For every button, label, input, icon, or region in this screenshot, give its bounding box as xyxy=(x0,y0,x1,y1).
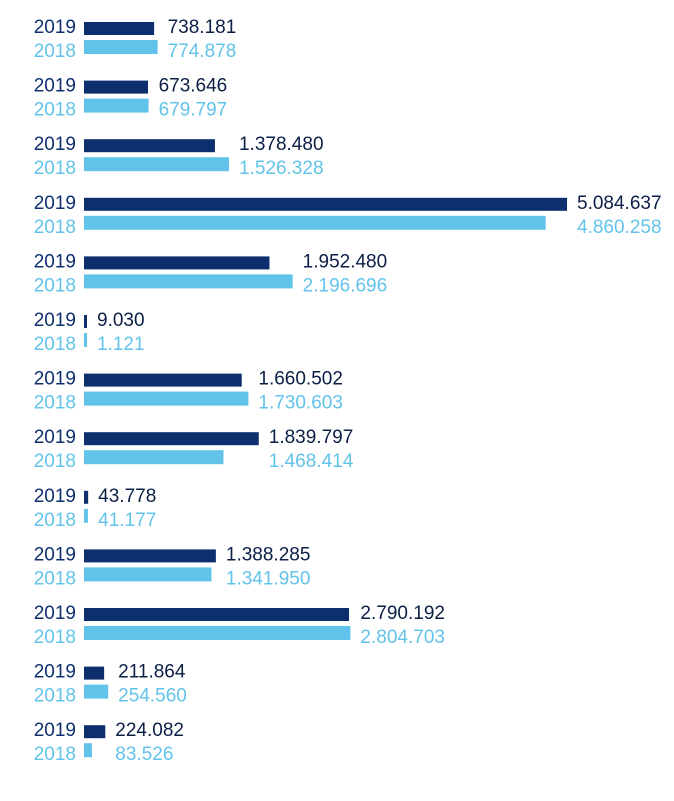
series-label: 2018 xyxy=(34,744,76,765)
value-label: 2.790.192 xyxy=(360,603,445,624)
value-label: 2.804.703 xyxy=(360,627,445,648)
value-label: 1.839.797 xyxy=(269,427,354,448)
value-label: 2.196.696 xyxy=(303,275,388,296)
bar xyxy=(84,684,109,699)
value-label: 254.560 xyxy=(118,686,187,707)
series-label: 2019 xyxy=(34,251,76,272)
bar xyxy=(84,98,149,113)
bar xyxy=(84,391,249,406)
value-label: 4.860.258 xyxy=(577,217,662,238)
bar xyxy=(84,256,270,270)
value-label: 43.778 xyxy=(98,486,156,507)
value-label: 1.660.502 xyxy=(258,369,343,390)
series-label: 2019 xyxy=(34,369,76,390)
series-label: 2019 xyxy=(34,310,76,331)
series-label: 2019 xyxy=(34,603,76,624)
series-label: 2019 xyxy=(34,720,76,741)
series-label: 2019 xyxy=(34,76,76,97)
bar xyxy=(84,743,92,758)
series-label: 2018 xyxy=(34,41,76,62)
series-label: 2019 xyxy=(34,544,76,565)
value-label: 1.526.328 xyxy=(239,158,324,179)
series-label: 2018 xyxy=(34,158,76,179)
value-label: 1.730.603 xyxy=(258,393,343,414)
bar xyxy=(84,373,242,387)
value-label: 5.084.637 xyxy=(577,193,662,214)
bar xyxy=(84,215,546,230)
series-label: 2019 xyxy=(34,662,76,683)
series-label: 2019 xyxy=(34,427,76,448)
value-label: 1.952.480 xyxy=(303,251,388,272)
series-label: 2019 xyxy=(34,486,76,507)
bar xyxy=(84,432,259,446)
value-label: 774.878 xyxy=(168,41,237,62)
bar xyxy=(84,490,89,504)
series-label: 2018 xyxy=(34,451,76,472)
value-label: 211.864 xyxy=(118,662,186,683)
bar xyxy=(84,567,212,582)
bar xyxy=(84,725,106,739)
series-label: 2018 xyxy=(34,686,76,707)
bar xyxy=(84,333,87,347)
series-label: 2018 xyxy=(34,334,76,355)
value-label: 1.121 xyxy=(97,334,145,355)
value-label: 738.181 xyxy=(168,17,237,38)
value-label: 679.797 xyxy=(159,100,228,121)
series-label: 2018 xyxy=(34,627,76,648)
bar xyxy=(84,274,293,289)
bar xyxy=(84,549,216,563)
bar xyxy=(84,139,215,153)
bar xyxy=(84,450,224,465)
series-label: 2019 xyxy=(34,17,76,38)
series-label: 2019 xyxy=(34,134,76,155)
bar xyxy=(84,666,105,680)
bar xyxy=(84,608,350,621)
bar xyxy=(84,40,158,54)
series-label: 2018 xyxy=(34,393,76,414)
series-label: 2019 xyxy=(34,193,76,214)
value-label: 1.341.950 xyxy=(226,568,311,589)
series-label: 2018 xyxy=(34,275,76,296)
bar xyxy=(84,626,351,640)
series-label: 2018 xyxy=(34,568,76,589)
bar xyxy=(84,157,229,172)
value-label: 9.030 xyxy=(97,310,145,331)
bar xyxy=(84,22,155,35)
bar xyxy=(84,315,87,328)
series-label: 2018 xyxy=(34,217,76,238)
value-label: 83.526 xyxy=(115,744,173,765)
value-label: 1.468.414 xyxy=(269,451,354,472)
value-label: 673.646 xyxy=(159,76,228,97)
value-label: 1.388.285 xyxy=(226,544,311,565)
bar xyxy=(84,80,148,94)
bar xyxy=(84,508,88,523)
value-label: 224.082 xyxy=(115,720,184,741)
bar xyxy=(84,197,567,211)
series-label: 2018 xyxy=(34,510,76,531)
value-label: 41.177 xyxy=(98,510,156,531)
value-label: 1.378.480 xyxy=(239,134,324,155)
series-label: 2018 xyxy=(34,100,76,121)
